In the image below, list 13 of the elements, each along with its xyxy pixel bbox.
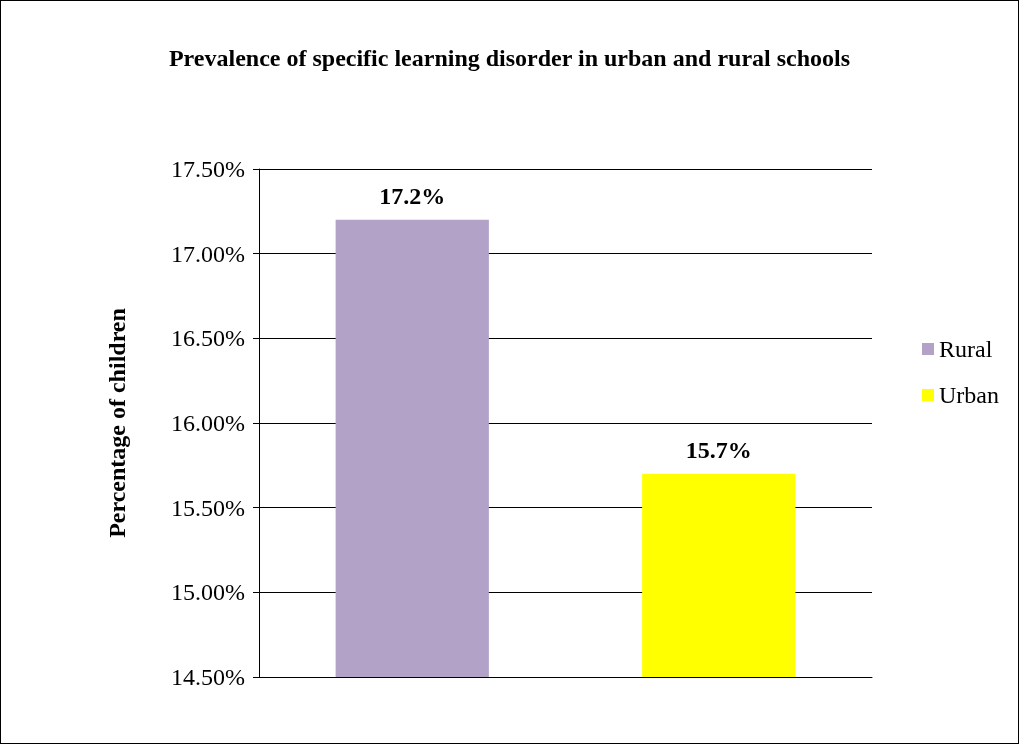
legend-label: Rural	[939, 336, 993, 362]
y-tick-label: 17.00%	[171, 240, 245, 267]
data-label: 17.2%	[379, 182, 446, 209]
y-tick-label: 14.50%	[171, 664, 245, 690]
data-label: 15.7%	[685, 436, 752, 463]
y-tick-label: 15.00%	[171, 579, 245, 606]
y-tick-label: 16.00%	[171, 410, 245, 436]
y-axis-title: Percentage of children	[104, 308, 130, 538]
y-tick-label: 17.50%	[171, 156, 245, 182]
chart-title: Prevalence of specific learning disorder in urban and rural schools	[168, 45, 851, 71]
y-tick-label: 16.50%	[171, 325, 245, 352]
y-tick-label: 15.50%	[171, 494, 245, 521]
legend-label: Urban	[939, 382, 1000, 408]
